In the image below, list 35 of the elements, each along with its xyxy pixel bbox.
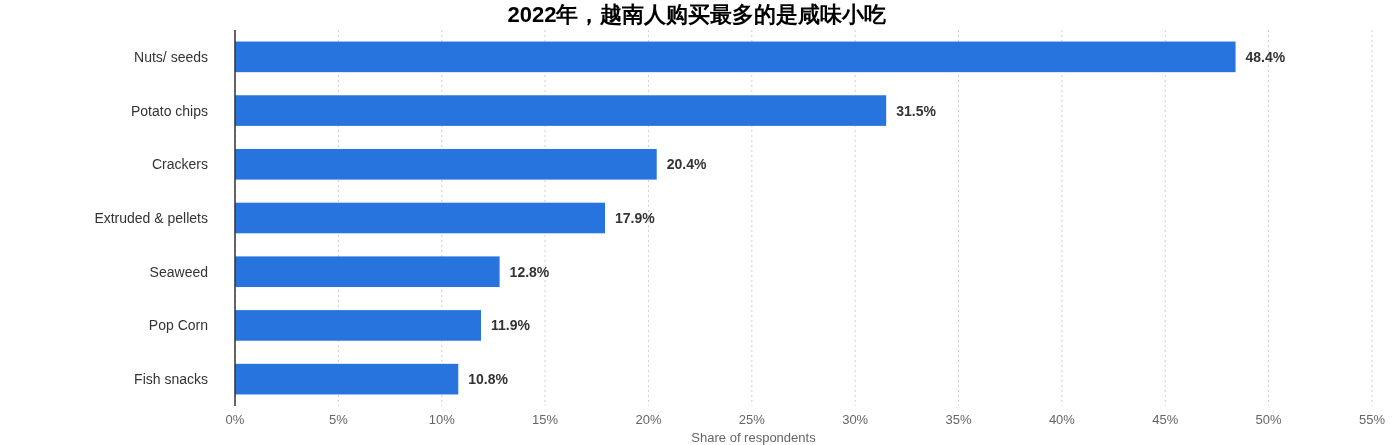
data-label: 20.4% bbox=[666, 156, 707, 173]
bar bbox=[235, 202, 606, 234]
data-label: 31.5% bbox=[896, 102, 937, 119]
x-tick-label: 35% bbox=[945, 412, 972, 427]
data-label: 17.9% bbox=[615, 210, 656, 226]
x-tick-label: 10% bbox=[428, 412, 456, 427]
bar bbox=[235, 256, 500, 288]
x-tick-label: 0% bbox=[225, 412, 245, 427]
x-tick-label: 15% bbox=[532, 412, 559, 427]
y-tick-label: Pop Corn bbox=[148, 317, 208, 334]
x-tick-label: 40% bbox=[1048, 412, 1076, 427]
x-tick-label: 20% bbox=[635, 412, 662, 427]
bar bbox=[235, 95, 887, 126]
data-label: 48.4% bbox=[1245, 48, 1286, 65]
x-tick-label: 55% bbox=[1358, 412, 1386, 427]
x-tick-label: 25% bbox=[738, 412, 766, 427]
bar bbox=[235, 148, 657, 180]
bar bbox=[235, 363, 459, 395]
x-tick-label: 45% bbox=[1152, 412, 1179, 427]
y-tick-label: Extruded & pellets bbox=[94, 210, 208, 226]
y-tick-label: Potato chips bbox=[130, 102, 208, 119]
data-label: 12.8% bbox=[509, 263, 550, 280]
y-tick-label: Nuts/ seeds bbox=[134, 48, 208, 65]
x-axis-title: Share of respondents bbox=[691, 430, 817, 445]
y-tick-label: Crackers bbox=[151, 156, 208, 173]
bar bbox=[235, 41, 1236, 73]
data-label: 11.9% bbox=[491, 317, 531, 334]
x-tick-label: 5% bbox=[328, 412, 349, 427]
bar bbox=[235, 310, 482, 341]
x-tick-label: 30% bbox=[842, 412, 869, 427]
y-tick-label: Seaweed bbox=[149, 263, 208, 280]
y-tick-label: Fish snacks bbox=[134, 371, 208, 388]
x-tick-label: 50% bbox=[1255, 412, 1283, 427]
chart-title: 2022年，越南人购买最多的是咸味小吃 bbox=[507, 2, 887, 27]
data-label: 10.8% bbox=[468, 371, 509, 388]
